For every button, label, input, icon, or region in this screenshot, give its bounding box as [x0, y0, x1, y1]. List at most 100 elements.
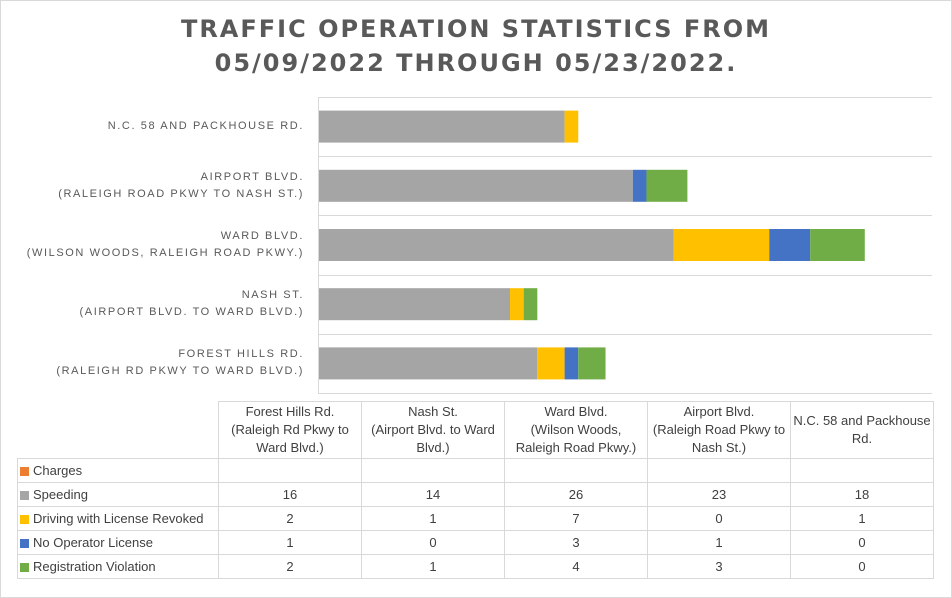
category-axis-label-line: WARD BLVD.	[220, 230, 304, 242]
bar-segment-speeding	[319, 169, 633, 202]
category-axis-label: N.C. 58 AND PACKHOUSE RD.	[108, 118, 304, 135]
table-cell	[361, 458, 505, 483]
table-column-header: N.C. 58 and Packhouse Rd.	[790, 401, 934, 459]
header-line: N.C. 58 and Packhouse	[793, 413, 931, 428]
table-cell: 1	[218, 530, 362, 555]
bar-segment-registration-violation	[646, 169, 688, 202]
table-cell: 26	[504, 482, 648, 507]
header-line: Raleigh Road Pkwy.)	[515, 440, 637, 455]
table-column-header: Forest Hills Rd. (Raleigh Rd Pkwy to Ward …	[218, 401, 362, 459]
header-line: Ward Blvd.	[544, 404, 608, 419]
table-cell: 3	[504, 530, 648, 555]
legend-swatch	[20, 491, 29, 500]
table-row: Charges	[17, 458, 934, 483]
header-line: Nash St.)	[691, 440, 747, 455]
table-corner	[18, 402, 219, 459]
header-line: Forest Hills Rd.	[245, 404, 335, 419]
table-cell: 7	[504, 506, 648, 531]
legend-label: No Operator License	[33, 535, 153, 550]
bar-segment-speeding	[319, 347, 538, 380]
table-cell: 1	[361, 506, 505, 531]
header-line: Nash St.	[408, 404, 458, 419]
bar-segment-no-operator-license	[564, 347, 579, 380]
header-line: (Raleigh Rd Pkwy to	[231, 422, 349, 437]
table-cell: 23	[647, 482, 791, 507]
bar-segment-registration-violation	[523, 288, 538, 321]
chart-title: TRAFFIC OPERATION STATISTICS FROM 05/09/…	[0, 12, 952, 80]
table-row: Registration Violation 2 1 4 3 0	[17, 554, 934, 579]
table-row: Driving with License Revoked 2 1 7 0 1	[17, 506, 934, 531]
legend-swatch	[20, 467, 29, 476]
table-cell	[218, 458, 362, 483]
table-cell: 3	[647, 554, 791, 579]
category-axis-label-line: AIRPORT BLVD.	[200, 170, 304, 183]
header-line: (Raleigh Road Pkwy to	[652, 422, 786, 437]
category-axis-label-line: (RALEIGH ROAD PKWY TO NASH ST.)	[58, 187, 304, 200]
legend-entry: Speeding	[17, 482, 219, 507]
bar-segment-speeding	[319, 229, 674, 261]
header-line: Ward Blvd.)	[256, 440, 324, 455]
legend-swatch	[20, 515, 29, 524]
header-line: Airport Blvd.	[683, 404, 755, 419]
legend-entry: Registration Violation	[17, 554, 219, 579]
legend-label: Driving with License Revoked	[33, 511, 204, 526]
bar-segment-driving-with-license-revoked	[510, 288, 524, 321]
category-axis-label: AIRPORT BLVD. (RALEIGH ROAD PKWY TO NASH …	[58, 169, 304, 203]
category-axis-label-line: FOREST HILLS RD.	[178, 348, 304, 361]
bar-segment-driving-with-license-revoked	[564, 110, 579, 143]
category-axis-label: FOREST HILLS RD. (RALEIGH RD PKWY TO WARD…	[56, 346, 304, 380]
bar-segment-registration-violation	[578, 347, 606, 380]
bar-segment-speeding	[319, 110, 565, 143]
title-line-2: 05/09/2022 THROUGH 05/23/2022.	[214, 49, 738, 77]
legend-entry: Driving with License Revoked	[17, 506, 219, 531]
bar-segment-registration-violation	[810, 229, 865, 261]
table-cell: 0	[790, 554, 934, 579]
title-line-1: TRAFFIC OPERATION STATISTICS FROM	[180, 15, 772, 43]
table-column-header: Nash St. (Airport Blvd. to Ward Blvd.)	[361, 401, 505, 459]
category-axis-label-line: (WILSON WOODS, RALEIGH ROAD PKWY.)	[26, 247, 304, 259]
category-axis-label: WARD BLVD. (WILSON WOODS, RALEIGH ROAD PK…	[27, 228, 304, 262]
table-cell: 1	[361, 554, 505, 579]
table-cell: 14	[361, 482, 505, 507]
data-table: Forest Hills Rd. (Raleigh Rd Pkwy to Ward …	[17, 401, 934, 579]
table-cell: 0	[647, 506, 791, 531]
category-axis-label-line: (RALEIGH RD PKWY TO WARD BLVD.)	[56, 365, 304, 378]
table-cell: 0	[361, 530, 505, 555]
legend-label: Speeding	[33, 487, 88, 502]
table-cell: 2	[218, 506, 362, 531]
table-cell: 1	[647, 530, 791, 555]
bar-segment-driving-with-license-revoked	[537, 347, 565, 380]
bar-segment-no-operator-license	[632, 169, 647, 202]
table-cell	[790, 458, 934, 483]
header-line: Rd.	[851, 431, 873, 446]
table-cell: 4	[504, 554, 648, 579]
header-line: (Airport Blvd. to Ward	[371, 422, 495, 437]
legend-entry: No Operator License	[17, 530, 219, 555]
legend-label: Charges	[33, 463, 83, 478]
table-cell: 2	[218, 554, 362, 579]
table-cell: 18	[790, 482, 934, 507]
table-cell	[504, 458, 648, 483]
header-line: (Wilson Woods,	[530, 422, 622, 437]
legend-label: Registration Violation	[33, 559, 156, 574]
bar-segment-driving-with-license-revoked	[673, 229, 770, 261]
header-line: Blvd.)	[416, 440, 450, 455]
table-cell: 0	[790, 530, 934, 555]
table-cell: 1	[790, 506, 934, 531]
category-axis-label-line: NASH ST.	[241, 289, 304, 302]
category-axis-label-line: (AIRPORT BLVD. TO WARD BLVD.)	[79, 306, 304, 319]
table-cell	[647, 458, 791, 483]
legend-swatch	[20, 563, 29, 572]
legend-entry: Charges	[17, 458, 219, 483]
plot-area	[318, 97, 932, 394]
table-row: Speeding 16 14 26 23 18	[17, 482, 934, 507]
bar-segment-speeding	[319, 288, 511, 321]
table-row: No Operator License 1 0 3 1 0	[17, 530, 934, 555]
table-column-header: Airport Blvd. (Raleigh Road Pkwy to Nash S…	[647, 401, 791, 459]
table-cell: 16	[218, 482, 362, 507]
table-column-header: Ward Blvd. (Wilson Woods, Raleigh Road Pkw…	[504, 401, 648, 459]
legend-swatch	[20, 539, 29, 548]
category-axis-label: NASH ST. (AIRPORT BLVD. TO WARD BLVD.)	[80, 287, 304, 321]
category-axis-label-line: N.C. 58 AND PACKHOUSE RD.	[107, 120, 304, 133]
bar-segment-no-operator-license	[769, 229, 811, 261]
